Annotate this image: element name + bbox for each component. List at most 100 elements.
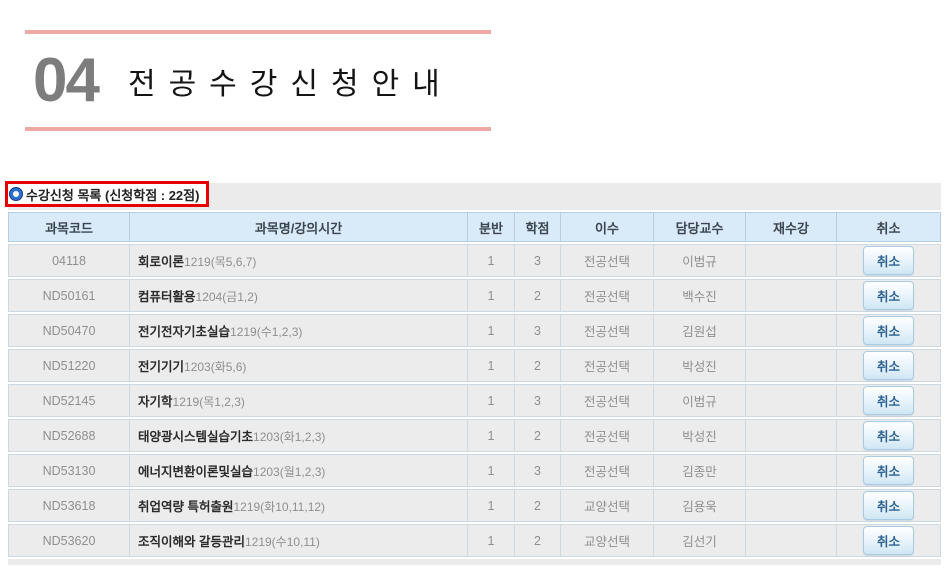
course-name: 취업역량 특허출원 [138,500,234,514]
cancel-button[interactable]: 취소 [862,421,914,450]
course-completion: 전공선택 [561,349,654,382]
course-code: ND50470 [8,314,130,347]
course-name: 전기전자기초실습 [138,325,231,339]
section-number: 04 [33,46,100,115]
course-section: 1 [468,314,515,347]
course-credits: 2 [515,524,561,557]
cancel-button[interactable]: 취소 [862,456,914,485]
course-name: 태양광시스템실습기초 [138,430,254,444]
cancel-button[interactable]: 취소 [862,526,914,555]
course-code: ND53620 [8,524,130,557]
course-retake [746,454,837,487]
course-section: 1 [468,349,515,382]
course-completion: 전공선택 [561,279,654,312]
cancel-button[interactable]: 취소 [862,351,914,380]
cancel-cell: 취소 [837,349,941,382]
course-code: ND51220 [8,349,130,382]
course-professor: 박성진 [654,349,746,382]
course-time: 1219(목5,6,7) [184,255,257,269]
course-time: 1203(화5,6) [184,360,247,374]
course-time: 1203(화1,2,3) [253,430,326,444]
page-title: 전공수강신청안내 [127,68,453,101]
course-credits: 3 [515,384,561,417]
course-name: 에너지변환이론및실습 [138,465,254,479]
course-section: 1 [468,524,515,557]
course-professor: 백수진 [654,279,746,312]
course-retake [746,489,837,522]
course-credits: 3 [515,454,561,487]
page-masthead: 04 전공수강신청안내 [33,50,453,112]
course-professor: 김종만 [654,454,746,487]
table-row: 04118 회로이론1219(목5,6,7) 1 3 전공선택 이범규 취소 [8,244,941,277]
course-retake [746,279,837,312]
col-header-professor: 담당교수 [654,212,746,242]
course-name-time: 태양광시스템실습기초1203(화1,2,3) [130,419,468,452]
cancel-button[interactable]: 취소 [862,246,914,275]
col-header-completion: 이수 [561,212,654,242]
table-header-row: 과목코드 과목명/강의시간 분반 학점 이수 담당교수 재수강 취소 [8,212,941,242]
course-retake [746,524,837,557]
course-name-time: 에너지변환이론및실습1203(월1,2,3) [130,454,468,487]
course-retake [746,314,837,347]
table-row: ND50161 컴퓨터활용1204(금1,2) 1 2 전공선택 백수진 취소 [8,279,941,312]
cancel-button[interactable]: 취소 [862,386,914,415]
course-code: ND50161 [8,279,130,312]
course-time: 1219(수1,2,3) [230,325,303,339]
course-name: 컴퓨터활용 [138,290,196,304]
course-name-time: 컴퓨터활용1204(금1,2) [130,279,468,312]
course-section: 1 [468,489,515,522]
col-header-credits: 학점 [515,212,561,242]
course-name: 회로이론 [138,255,185,269]
cancel-cell: 취소 [837,419,941,452]
course-code: ND52688 [8,419,130,452]
list-bullet-icon [10,188,22,200]
cancel-cell: 취소 [837,489,941,522]
course-credits: 2 [515,279,561,312]
course-completion: 교양선택 [561,524,654,557]
cancel-cell: 취소 [837,454,941,487]
cancel-button[interactable]: 취소 [862,491,914,520]
course-code: ND53618 [8,489,130,522]
course-professor: 이범규 [654,244,746,277]
course-name-time: 조직이해와 갈등관리1219(수10,11) [130,524,468,557]
table-row: ND53620 조직이해와 갈등관리1219(수10,11) 1 2 교양선택 … [8,524,941,557]
course-section: 1 [468,279,515,312]
course-retake [746,419,837,452]
col-header-cancel: 취소 [837,212,941,242]
course-code: ND52145 [8,384,130,417]
course-time: 1219(목1,2,3) [172,395,245,409]
list-title: 수강신청 목록 (신청학점 : 22점) [26,187,200,203]
cancel-button[interactable]: 취소 [862,316,914,345]
course-time: 1203(월1,2,3) [253,465,326,479]
course-credits: 3 [515,244,561,277]
course-time: 1219(수10,11) [244,535,320,549]
col-header-code: 과목코드 [8,212,130,242]
cancel-button[interactable]: 취소 [862,281,914,310]
cancel-cell: 취소 [837,524,941,557]
table-row: ND51220 전기기기1203(화5,6) 1 2 전공선택 박성진 취소 [8,349,941,382]
course-retake [746,244,837,277]
course-code: ND53130 [8,454,130,487]
course-completion: 교양선택 [561,489,654,522]
course-name-time: 전기전자기초실습1219(수1,2,3) [130,314,468,347]
course-professor: 박성진 [654,419,746,452]
course-name: 자기학 [138,395,173,409]
accent-rule-bottom [25,127,491,131]
course-section: 1 [468,419,515,452]
course-completion: 전공선택 [561,314,654,347]
course-credits: 2 [515,489,561,522]
course-retake [746,349,837,382]
course-completion: 전공선택 [561,454,654,487]
accent-rule-top [25,30,491,34]
course-name-time: 취업역량 특허출원1219(화10,11,12) [130,489,468,522]
course-credits: 3 [515,314,561,347]
course-section: 1 [468,384,515,417]
course-section: 1 [468,244,515,277]
course-name: 조직이해와 갈등관리 [138,535,245,549]
course-list-panel: 수강신청 목록 (신청학점 : 22점) 과목코드 과목명/강의시간 분반 학점… [5,181,941,565]
course-credits: 2 [515,349,561,382]
table-row: ND52145 자기학1219(목1,2,3) 1 3 전공선택 이범규 취소 [8,384,941,417]
course-completion: 전공선택 [561,419,654,452]
cancel-cell: 취소 [837,279,941,312]
cancel-cell: 취소 [837,384,941,417]
